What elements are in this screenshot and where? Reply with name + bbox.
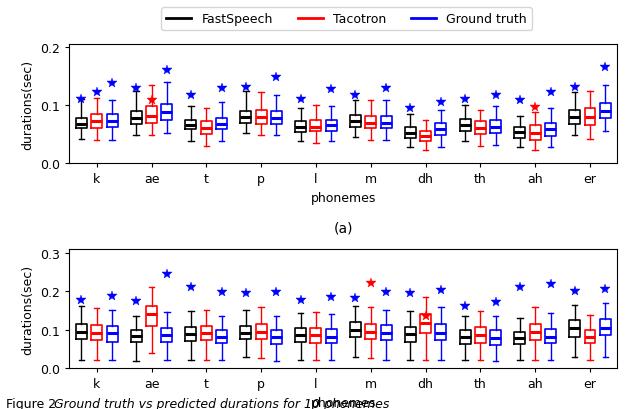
Text: Ground truth vs predicted durations for 10 phonemes: Ground truth vs predicted durations for … bbox=[54, 397, 389, 409]
Y-axis label: durations(sec): durations(sec) bbox=[21, 59, 35, 149]
X-axis label: phonemes: phonemes bbox=[311, 396, 376, 409]
Legend: FastSpeech, Tacotron, Ground truth: FastSpeech, Tacotron, Ground truth bbox=[161, 8, 532, 31]
X-axis label: phonemes: phonemes bbox=[311, 191, 376, 204]
Text: Figure 2:: Figure 2: bbox=[6, 397, 69, 409]
Y-axis label: durations(sec): durations(sec) bbox=[21, 264, 35, 354]
Text: (a): (a) bbox=[334, 221, 353, 235]
